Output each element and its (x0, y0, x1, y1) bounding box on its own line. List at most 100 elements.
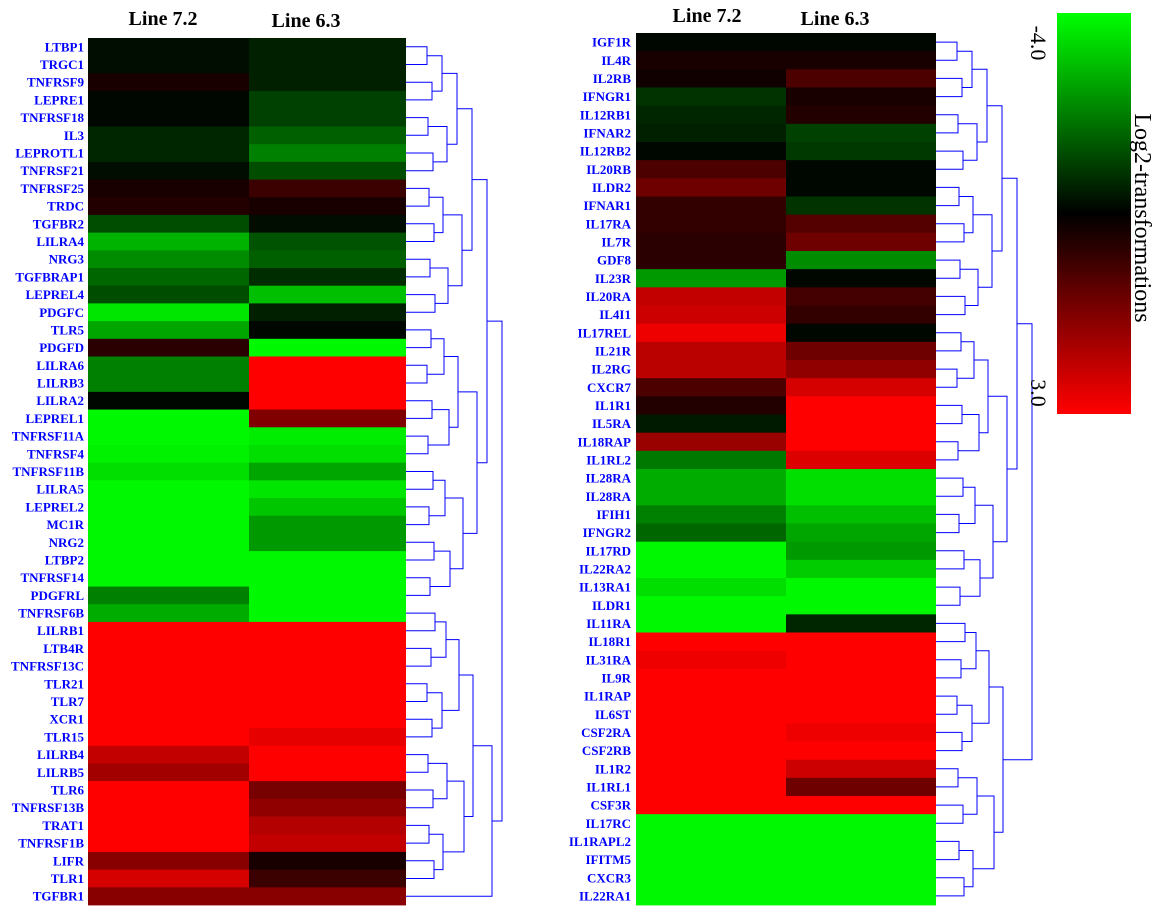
gene-label-left-46: LIFR (53, 853, 85, 868)
dendrogram-link-left (406, 435, 429, 455)
heatmap-cell-left-16-0 (88, 321, 249, 340)
heatmap-cell-left-15-0 (88, 303, 249, 322)
dendrogram-link-left (406, 46, 428, 65)
gene-label-left-31: PDGFRL (31, 588, 85, 603)
heatmap-cell-right-37-1 (786, 705, 936, 724)
dendrogram-link-right (960, 268, 979, 306)
dendrogram-link-left (406, 789, 434, 809)
dendrogram-link-right (936, 586, 961, 606)
heatmap-cell-right-45-0 (636, 850, 786, 870)
heatmap-cell-left-47-0 (88, 869, 249, 888)
scale-top-label: -4.0 (1026, 26, 1051, 61)
heatmap-cell-left-3-0 (88, 91, 249, 110)
gene-label-left-42: TLR6 (51, 782, 85, 797)
dendrogram-link-left (459, 674, 474, 817)
dendrogram-link-right (936, 840, 960, 861)
gene-label-right-37: IL6ST (595, 707, 631, 722)
heatmap-cell-right-23-1 (786, 450, 936, 470)
heatmap-cell-left-43-0 (88, 798, 249, 817)
scale-bottom-label: 3.0 (1026, 379, 1051, 407)
heatmap-cell-right-21-1 (786, 414, 936, 434)
dendrogram-link-right (959, 850, 974, 888)
heatmap-cell-left-33-0 (88, 621, 249, 640)
heatmap-cell-left-17-1 (249, 338, 406, 357)
gene-label-left-30: TNFRSF14 (20, 570, 84, 585)
heatmap-cell-left-37-1 (249, 692, 406, 711)
heatmap-cell-left-42-0 (88, 781, 249, 800)
heatmap-cell-right-1-0 (636, 51, 786, 70)
gene-label-left-35: TNFRSF13C (11, 659, 84, 674)
gene-label-left-26: LEPREL2 (25, 499, 84, 514)
heatmap-cell-right-43-0 (636, 814, 786, 833)
heatmap-cell-right-38-1 (786, 723, 936, 742)
heatmap-cell-left-44-0 (88, 816, 249, 835)
heatmap-cell-left-30-0 (88, 568, 249, 587)
dendrogram-link-right (958, 777, 978, 815)
dendrogram-link-left (458, 391, 478, 534)
dendrogram-link-left (406, 506, 430, 526)
heatmap-cell-right-1-1 (786, 51, 936, 70)
heatmap-cell-right-12-0 (636, 251, 786, 270)
heatmap-cell-right-2-1 (786, 69, 936, 88)
heatmap-cell-right-7-1 (786, 160, 936, 179)
heatmap-cell-right-28-0 (636, 541, 786, 561)
heatmap-cell-left-34-1 (249, 639, 406, 658)
dendrogram-link-right (936, 768, 959, 788)
heatmap-cell-left-11-1 (249, 232, 406, 251)
dendrogram-link-right (936, 622, 966, 643)
dendrogram-link-right (1003, 323, 1033, 761)
heatmap-cell-left-39-1 (249, 728, 406, 747)
dendrogram-link-right (936, 114, 959, 134)
gene-label-right-4: IL12RB1 (580, 107, 631, 122)
heatmap-cell-left-5-1 (249, 126, 406, 145)
heatmap-cell-right-14-1 (786, 287, 936, 306)
heatmap-cell-right-10-0 (636, 214, 786, 234)
dendrogram-link-left (406, 117, 429, 136)
heatmap-cell-left-20-1 (249, 391, 406, 410)
heatmap-cell-right-12-1 (786, 251, 936, 270)
column-header-line63-right: Line 6.3 (801, 8, 870, 30)
gene-label-left-40: LILRB4 (37, 747, 84, 762)
heatmap-cell-left-30-1 (249, 568, 406, 587)
heatmap-cell-right-8-1 (786, 178, 936, 197)
heatmap-cell-right-17-1 (786, 341, 936, 361)
heatmap-cell-right-45-1 (786, 850, 936, 870)
gene-label-right-26: IFIH1 (596, 507, 631, 522)
heatmap-cell-right-32-0 (636, 614, 786, 633)
heatmap-cell-left-7-0 (88, 161, 249, 180)
dendrogram-link-right (987, 105, 1003, 252)
heatmap-cell-left-46-1 (249, 851, 406, 871)
heatmap-cell-right-13-1 (786, 269, 936, 288)
dendrogram-link-right (936, 877, 965, 897)
dendrogram-link-right (957, 50, 973, 88)
heatmap-cell-left-36-0 (88, 674, 249, 694)
gene-labels-left: LTBP1 TRGC1 TNFRSF9 LEPRE1 TNFRSF18 IL3 LEPROT… (11, 39, 85, 903)
gene-label-right-41: IL1RL1 (586, 779, 631, 794)
heatmap-cell-right-35-1 (786, 668, 936, 688)
heatmap-cell-left-28-1 (249, 533, 406, 552)
heatmap-cell-right-5-1 (786, 123, 936, 143)
dendrogram-link-right (936, 259, 961, 279)
heatmap-cell-left-1-1 (249, 55, 406, 74)
heatmap-cell-right-27-1 (786, 523, 936, 543)
heatmap-cell-right-25-0 (636, 487, 786, 506)
gene-label-right-13: IL23R (595, 271, 632, 286)
gene-label-left-43: TNFRSF13B (12, 800, 85, 815)
heatmap-cell-right-19-1 (786, 378, 936, 397)
gene-label-left-37: TLR7 (51, 694, 85, 709)
heatmap-cell-left-27-1 (249, 515, 406, 534)
heatmap-cell-right-0-1 (786, 33, 936, 52)
heatmap-cell-right-20-0 (636, 396, 786, 415)
scale-title: Log2-transformations (1129, 113, 1155, 322)
heatmap-cell-right-18-1 (786, 360, 936, 379)
heatmap-cell-right-0-0 (636, 33, 786, 52)
heatmap-cell-right-23-0 (636, 450, 786, 470)
heatmap-cell-right-30-1 (786, 578, 936, 597)
dendrogram-link-right (936, 150, 964, 170)
gene-label-right-20: IL1R1 (595, 398, 631, 413)
dendrogram-link-left (406, 541, 435, 561)
heatmap-cells-left (88, 38, 406, 906)
heatmap-cell-left-28-0 (88, 533, 249, 552)
color-scale-legend: -4.0 3.0 Log2-transformations (1026, 13, 1155, 414)
dendrogram-link-left (445, 497, 464, 570)
